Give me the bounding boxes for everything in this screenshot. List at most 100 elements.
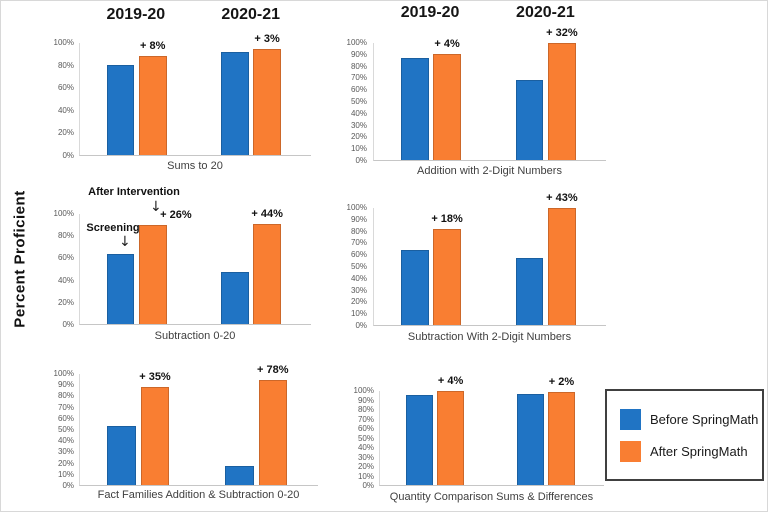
bar-before bbox=[400, 58, 429, 160]
bar-after bbox=[258, 379, 288, 485]
year-header: 2020-21 bbox=[516, 4, 575, 21]
y-axis-tick: 50% bbox=[57, 425, 74, 434]
y-axis-tick: 40% bbox=[357, 443, 374, 452]
bar-after bbox=[433, 53, 461, 160]
down-arrow-icon: ↓ bbox=[119, 234, 131, 250]
bar-before bbox=[400, 250, 429, 325]
annotation-screening: Screening bbox=[86, 222, 140, 234]
legend-swatch-before bbox=[620, 408, 641, 430]
y-axis-tick: 20% bbox=[57, 458, 74, 468]
y-axis-tick: 20% bbox=[57, 128, 74, 138]
y-axis-tick: 60% bbox=[350, 250, 367, 260]
legend-item-before: Before SpringMath bbox=[620, 408, 762, 430]
y-axis-tick: 20% bbox=[357, 462, 374, 471]
plot-area: + 4% + 2% bbox=[379, 375, 604, 486]
y-axis-tick: 70% bbox=[57, 402, 74, 412]
legend: Before SpringMath After SpringMath bbox=[605, 389, 764, 481]
y-axis-tick: 40% bbox=[57, 436, 74, 446]
y-axis-tick: 40% bbox=[350, 108, 367, 118]
down-arrow-icon: ↓ bbox=[150, 199, 162, 215]
y-axis-tick: 20% bbox=[57, 297, 74, 307]
delta-label: + 35% bbox=[139, 371, 171, 384]
bar-after bbox=[253, 223, 281, 324]
y-axis-tick: 80% bbox=[57, 231, 74, 241]
legend-label: After SpringMath bbox=[650, 443, 748, 459]
chart-quantity-comparison: 0% 10% 20% 30% 40% 50% 60% 70% 80% 90% 100% + 4% + … bbox=[353, 351, 612, 511]
delta-label: + 4% bbox=[434, 37, 460, 50]
chart-title: Quantity Comparison Sums & Differences bbox=[389, 491, 594, 503]
y-axis-tick: 90% bbox=[350, 49, 367, 59]
chart-addition-2-digit: 2019-20 2020-21 0% 10% 20% 30% 40% 50% 60% 70% 80… bbox=[333, 1, 625, 185]
year-header: 2019-20 bbox=[400, 4, 460, 21]
plot-area: + 8% + 3% bbox=[79, 33, 311, 156]
y-axis-tick: 30% bbox=[357, 452, 374, 462]
chart-subtraction-0-20: After Intervention ↓ Screening ↓ 0% 20% 40… bbox=[53, 186, 322, 348]
y-axis-tick: 50% bbox=[357, 433, 374, 443]
y-axis-tick: 0% bbox=[62, 481, 74, 490]
delta-label: + 26% bbox=[160, 209, 192, 221]
chart-sums-to-20: 2019-20 2020-21 0% 20% 40% 60% 80% 100% + 8% + … bbox=[54, 1, 322, 183]
y-axis: 0% 10% 20% 30% 40% 50% 60% 70% 80% 90% 100% bbox=[346, 204, 369, 330]
y-axis-tick: 90% bbox=[350, 214, 367, 224]
plot-area: + 26% + 44% bbox=[79, 208, 311, 325]
y-axis-tick: 90% bbox=[57, 380, 74, 390]
delta-label: + 18% bbox=[431, 213, 463, 226]
y-axis-tick: 50% bbox=[350, 97, 367, 106]
bar-before bbox=[220, 272, 249, 324]
delta-label: + 4% bbox=[437, 375, 464, 387]
annotation-after-intervention: After Intervention bbox=[88, 186, 180, 198]
bar-before bbox=[107, 426, 136, 485]
y-axis-tick: 50% bbox=[350, 262, 367, 271]
year-header: 2019-20 bbox=[106, 6, 166, 23]
delta-label: + 78% bbox=[257, 363, 289, 376]
y-axis-tick: 70% bbox=[350, 238, 367, 248]
bar-after bbox=[138, 225, 167, 324]
bar-before bbox=[515, 80, 544, 160]
y-axis: 0% 10% 20% 30% 40% 50% 60% 70% 80% 90% 100% bbox=[54, 370, 76, 490]
bar-before bbox=[106, 253, 135, 324]
y-axis-tick: 20% bbox=[350, 297, 367, 307]
y-axis-tick: 60% bbox=[57, 413, 74, 423]
y-axis: 0% 10% 20% 30% 40% 50% 60% 70% 80% 90% 100% bbox=[346, 39, 369, 165]
y-axis-tick: 30% bbox=[57, 447, 74, 457]
y-axis-tick: 100% bbox=[353, 386, 374, 395]
y-axis: 0% 20% 40% 60% 80% 100% bbox=[54, 39, 76, 160]
bar-before bbox=[515, 258, 544, 325]
chart-fact-families: 0% 10% 20% 30% 40% 50% 60% 70% 80% 90% 100% + 35% +… bbox=[54, 351, 328, 511]
y-axis-tick: 100% bbox=[53, 369, 74, 378]
y-axis-tick: 0% bbox=[62, 151, 74, 160]
y-axis-tick: 40% bbox=[350, 273, 367, 283]
legend-label: Before SpringMath bbox=[650, 411, 759, 427]
y-axis-tick: 60% bbox=[350, 85, 367, 95]
y-axis-tick: 10% bbox=[57, 469, 74, 479]
y-axis-tick: 30% bbox=[350, 285, 367, 295]
bar-after bbox=[548, 391, 575, 485]
legend-swatch-after bbox=[620, 440, 641, 462]
y-axis-tick: 60% bbox=[57, 83, 74, 93]
bar-before bbox=[405, 394, 433, 485]
y-axis-label: Percent Proficient bbox=[11, 190, 29, 328]
y-axis-tick: 10% bbox=[350, 309, 367, 319]
delta-label: + 3% bbox=[254, 32, 280, 45]
y-axis-tick: 100% bbox=[53, 38, 74, 47]
y-axis-tick: 40% bbox=[57, 275, 74, 285]
chart-subtraction-2-digit: 0% 10% 20% 30% 40% 50% 60% 70% 80% 90% 100% + 18% +… bbox=[333, 189, 625, 353]
legend-item-after: After SpringMath bbox=[620, 440, 762, 462]
y-axis-tick: 100% bbox=[53, 209, 74, 218]
chart-title: Subtraction With 2-Digit Numbers bbox=[407, 331, 572, 343]
y-axis-tick: 80% bbox=[350, 226, 367, 236]
chart-title: Fact Families Addition & Subtraction 0-2… bbox=[97, 489, 300, 501]
bar-before bbox=[516, 393, 544, 485]
chart-title: Subtraction 0-20 bbox=[154, 330, 236, 342]
y-axis-tick: 0% bbox=[62, 320, 74, 329]
plot-area: + 35% + 78% bbox=[79, 364, 318, 486]
y-axis-tick: 20% bbox=[350, 132, 367, 142]
bar-before bbox=[225, 466, 254, 485]
y-axis-tick: 0% bbox=[355, 156, 367, 165]
y-axis-tick: 80% bbox=[57, 391, 74, 401]
bar-after bbox=[548, 208, 576, 325]
delta-label: + 44% bbox=[251, 207, 283, 220]
year-header-row: 2019-20 2020-21 bbox=[79, 6, 311, 30]
y-axis-tick: 10% bbox=[357, 471, 374, 481]
